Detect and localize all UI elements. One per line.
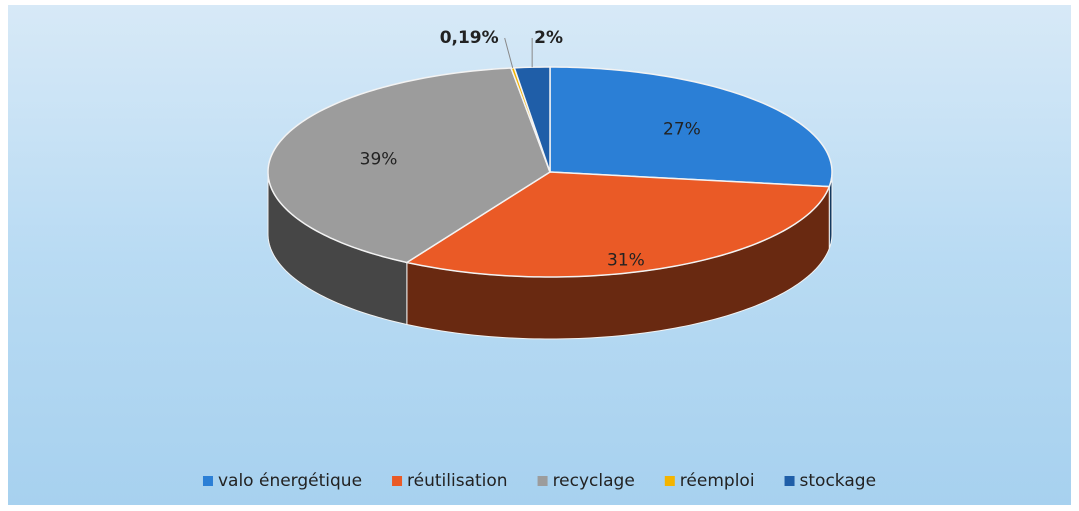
legend-item: recyclage bbox=[537, 471, 635, 491]
pie-slice bbox=[267, 67, 551, 264]
data-label: 0,19% bbox=[440, 28, 499, 48]
legend-swatch bbox=[392, 476, 403, 486]
legend-label: recyclage bbox=[553, 471, 635, 491]
pie-slice bbox=[513, 66, 551, 173]
legend-swatch bbox=[202, 476, 213, 486]
pie-slice bbox=[549, 66, 833, 188]
legend-swatch bbox=[784, 476, 795, 486]
legend-item: stockage bbox=[784, 471, 876, 491]
leader-line bbox=[504, 37, 514, 69]
data-label: 27% bbox=[663, 119, 701, 139]
pie-slice bbox=[404, 171, 831, 278]
legend-label: valo énergétique bbox=[218, 471, 362, 491]
legend-item: réemploi bbox=[664, 471, 755, 491]
legend-label: réemploi bbox=[680, 471, 755, 491]
data-label: 39% bbox=[360, 149, 398, 169]
data-label: 31% bbox=[607, 251, 645, 271]
legend-label: stockage bbox=[800, 471, 876, 491]
legend-item: réutilisation bbox=[392, 471, 508, 491]
legend-item: valo énergétique bbox=[202, 471, 362, 491]
data-label: 2% bbox=[534, 28, 563, 48]
legend-swatch bbox=[664, 476, 675, 486]
legend-swatch bbox=[537, 476, 548, 486]
legend-label: réutilisation bbox=[407, 471, 508, 491]
